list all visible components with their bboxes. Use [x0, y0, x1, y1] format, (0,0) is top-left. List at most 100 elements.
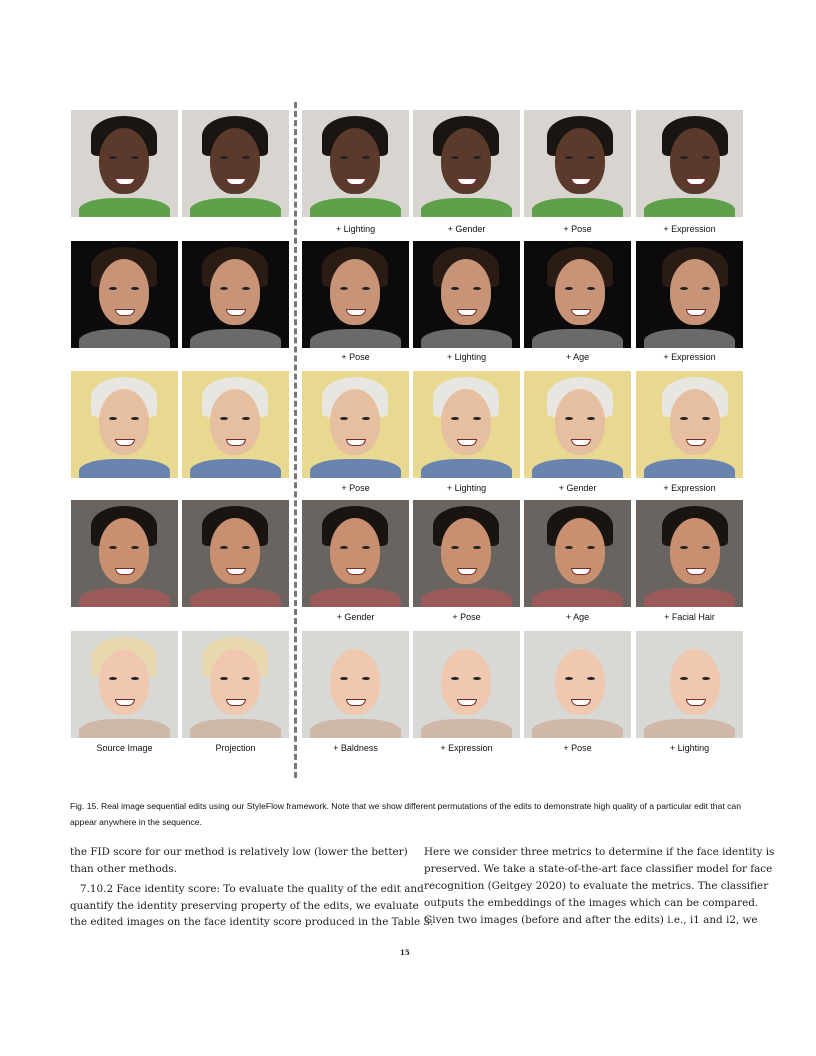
eye — [587, 417, 595, 420]
body-line: quantify the identity preserving propert… — [70, 900, 419, 912]
eye — [242, 287, 250, 290]
edit-label: Source Image — [96, 743, 153, 753]
eye — [362, 156, 370, 159]
eye — [362, 546, 370, 549]
eye — [451, 677, 459, 680]
projection-image — [182, 631, 289, 738]
edit-label: + Age — [565, 612, 590, 622]
eye — [362, 677, 370, 680]
eye — [220, 677, 228, 680]
eye — [680, 546, 688, 549]
eye — [242, 156, 250, 159]
body-line: the FID score for our method is relative… — [70, 846, 408, 858]
eye — [565, 677, 573, 680]
source-image — [71, 241, 178, 348]
eye — [340, 677, 348, 680]
eye — [242, 677, 250, 680]
eye — [131, 546, 139, 549]
body-line: than other methods. — [70, 863, 178, 875]
eye — [680, 287, 688, 290]
eye — [451, 546, 459, 549]
edited-face-image — [302, 500, 409, 607]
eye — [109, 417, 117, 420]
eye — [340, 546, 348, 549]
edit-label: + Pose — [563, 224, 592, 234]
eye — [473, 417, 481, 420]
edited-face-image — [413, 241, 520, 348]
eye — [702, 677, 710, 680]
shoulders — [532, 588, 623, 607]
shoulders — [190, 588, 281, 607]
eye — [109, 287, 117, 290]
subsection-heading: 7.10.2 Face identity score: To evaluate … — [80, 883, 424, 895]
projection-image — [182, 500, 289, 607]
body-line: the edited images on the face identity s… — [70, 916, 434, 928]
shoulders — [310, 198, 401, 217]
eye — [451, 287, 459, 290]
eye — [565, 156, 573, 159]
eye — [242, 417, 250, 420]
shoulders — [421, 719, 512, 738]
source-image — [71, 110, 178, 217]
projection-image — [182, 241, 289, 348]
eye — [702, 287, 710, 290]
edited-face-image — [636, 631, 743, 738]
shoulders — [644, 588, 735, 607]
edit-label: + Lighting — [669, 743, 710, 753]
edit-label: + Pose — [341, 352, 370, 362]
edited-face-image — [524, 110, 631, 217]
eye — [473, 156, 481, 159]
edit-label: + Expression — [663, 224, 716, 234]
edit-label: + Facial Hair — [664, 612, 715, 622]
eye — [362, 417, 370, 420]
edit-label: + Age — [565, 352, 590, 362]
figure-caption: Fig. 15. Real image sequential edits usi… — [70, 801, 741, 827]
dashed-divider — [294, 102, 297, 778]
eye — [587, 546, 595, 549]
eye — [220, 546, 228, 549]
shoulders — [532, 329, 623, 348]
shoulders — [190, 329, 281, 348]
source-image — [71, 371, 178, 478]
shoulders — [532, 719, 623, 738]
body-line: outputs the embeddings of the images whi… — [424, 897, 759, 909]
edit-label: + Lighting — [446, 352, 487, 362]
edit-label: + Lighting — [446, 483, 487, 493]
edit-label: + Gender — [336, 612, 375, 622]
edited-face-image — [524, 241, 631, 348]
eye — [131, 417, 139, 420]
eye — [340, 287, 348, 290]
edit-label: + Gender — [447, 224, 486, 234]
eye — [680, 417, 688, 420]
eye — [109, 156, 117, 159]
edited-face-image — [636, 110, 743, 217]
edited-face-image — [302, 110, 409, 217]
body-line: recognition (Geitgey 2020) to evaluate t… — [424, 880, 769, 892]
edited-face-image — [302, 241, 409, 348]
shoulders — [421, 198, 512, 217]
projection-image — [182, 110, 289, 217]
eye — [340, 417, 348, 420]
body-line: Given two images (before and after the e… — [424, 914, 758, 926]
page-number: 15 — [400, 948, 410, 957]
edited-face-image — [636, 371, 743, 478]
edit-label: + Pose — [341, 483, 370, 493]
shoulders — [79, 198, 170, 217]
edit-label: + Expression — [663, 352, 716, 362]
shoulders — [532, 198, 623, 217]
eye — [565, 287, 573, 290]
shoulders — [421, 459, 512, 478]
edited-face-image — [413, 110, 520, 217]
eye — [587, 677, 595, 680]
shoulders — [644, 719, 735, 738]
edited-face-image — [636, 500, 743, 607]
edit-label: + Gender — [558, 483, 597, 493]
shoulders — [190, 719, 281, 738]
shoulders — [79, 719, 170, 738]
edit-label: + Pose — [452, 612, 481, 622]
eye — [702, 417, 710, 420]
eye — [109, 677, 117, 680]
eye — [473, 677, 481, 680]
shoulders — [310, 329, 401, 348]
shoulders — [532, 459, 623, 478]
